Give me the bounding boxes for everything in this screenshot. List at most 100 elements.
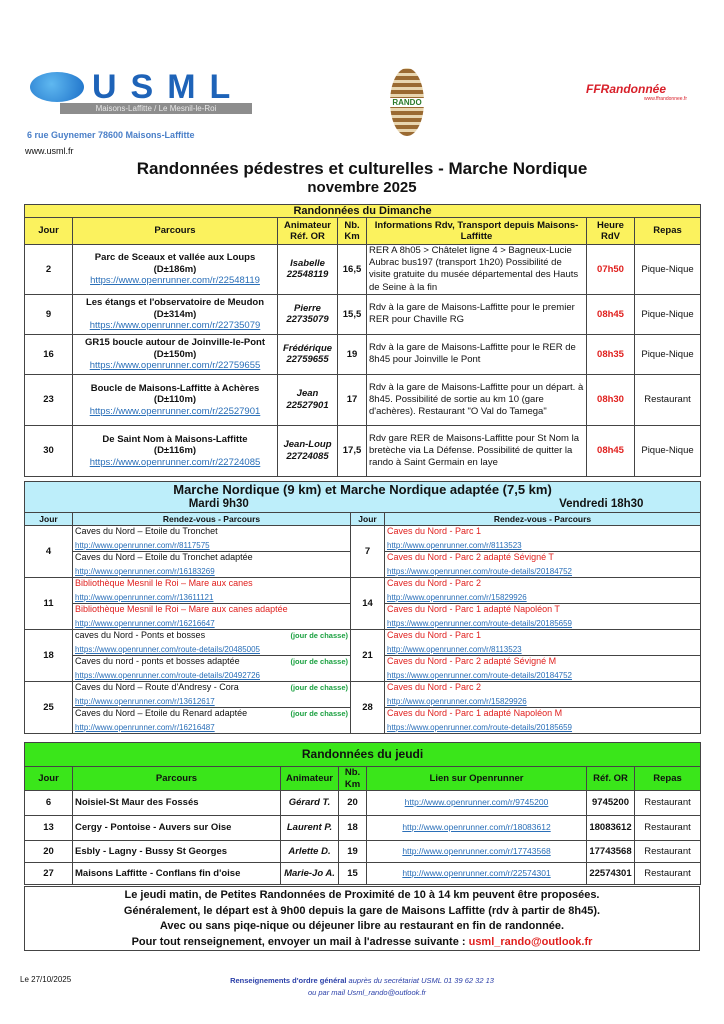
route-name: Esbly - Lagny - Bussy St Georges <box>72 840 281 863</box>
route-name: Caves du Nord - Parc 1 adapté Napoléon M <box>387 708 563 719</box>
column-header: Parcours <box>72 217 278 245</box>
route-title: caves du Nord - Ponts et bosses <box>75 630 206 641</box>
day: 2 <box>24 244 73 295</box>
tuesday-day: 25 <box>24 681 73 734</box>
hunting-day-note: (jour de chasse) <box>290 683 348 692</box>
route-name: Parc de Sceaux et vallée aux Loups <box>94 252 256 264</box>
route-link[interactable]: http://www.openrunner.com/r/8113523 <box>387 644 522 654</box>
route-link[interactable]: https://www.openrunner.com/route-details… <box>75 670 261 680</box>
route-link[interactable]: http://www.openrunner.com/r/13612617 <box>75 696 215 706</box>
title-row: Randonnées du Dimanche <box>23 204 702 218</box>
meal: Pique-Nique <box>633 293 702 335</box>
openrunner-ref: 22548119 <box>286 269 329 281</box>
route-link[interactable]: http://www.openrunner.com/r/15829926 <box>387 696 527 706</box>
openrunner-ref: 9745200 <box>586 790 635 816</box>
route-link[interactable]: http://www.openrunner.com/r/8117575 <box>75 540 210 550</box>
route-link[interactable]: http://www.openrunner.com/r/16216487 <box>75 722 215 732</box>
rando-logo: RANDO <box>388 68 426 136</box>
route-link[interactable]: https://www.openrunner.com/route-details… <box>387 722 573 732</box>
meal: Restaurant <box>633 815 702 841</box>
thursday-table: Randonnées du jeudi Jour Parcours Animateur… <box>23 742 702 885</box>
tuesday-route: Caves du nord - ponts et bosses adaptée (… <box>72 655 351 682</box>
leader: Jean-Loup 22724085 <box>277 424 338 477</box>
route-link[interactable]: http://www.openrunner.com/r/13611121 <box>75 592 214 602</box>
meeting-time: 08h45 <box>586 293 635 335</box>
route-link[interactable]: http://www.openrunner.com/r/16183269 <box>75 566 215 576</box>
route-link[interactable]: http://www.openrunner.com/r/16216647 <box>75 618 215 628</box>
meal: Restaurant <box>633 790 702 816</box>
route-link[interactable]: https://www.openrunner.com/r/22724085 <box>89 456 261 468</box>
tuesday-day: 18 <box>24 629 73 682</box>
column-header: Jour <box>24 766 73 791</box>
friday-day: 28 <box>350 681 385 734</box>
table-row: 25 Caves du Nord – Route d'Andresy - Cora… <box>24 681 702 734</box>
route-link[interactable]: https://www.openrunner.com/route-details… <box>387 566 573 576</box>
route-link[interactable]: http://www.openrunner.com/r/18083612 <box>402 822 551 833</box>
route-title: Caves du Nord – Etoile du Tronchet <box>75 526 218 537</box>
route-link[interactable]: https://www.openrunner.com/route-details… <box>387 618 573 628</box>
contact-email[interactable]: usml_rando@outlook.fr <box>468 935 593 948</box>
route: Les étangs et l'observatoire de Meudon (D… <box>72 293 278 335</box>
day: 27 <box>24 862 73 885</box>
hunting-day-note: (jour de chasse) <box>290 709 348 718</box>
meeting-info: Rdv à la gare de Maisons-Laffitte pour u… <box>366 373 587 426</box>
route-link[interactable]: https://www.openrunner.com/r/22527901 <box>89 405 261 417</box>
meeting-info: Rdv à la gare de Maisons-Laffitte pour l… <box>366 293 587 335</box>
openrunner-ref: 22735079 <box>286 314 329 326</box>
route: Parc de Sceaux et vallée aux Loups (D±186… <box>72 244 278 295</box>
route-name: Caves du Nord – Etoile du Renard adaptée… <box>75 709 350 720</box>
friday-route: Caves du Nord - Parc 2 adapté Sévigné T h… <box>383 551 702 578</box>
friday-route: Caves du Nord - Parc 2 http://www.openrun… <box>383 681 702 708</box>
column-header: Animateur <box>280 766 339 791</box>
meal: Restaurant <box>633 373 702 426</box>
friday-day: 21 <box>350 629 385 682</box>
column-header: Heure RdV <box>586 217 635 245</box>
distance: 17 <box>337 373 367 426</box>
day: 23 <box>24 373 73 426</box>
route-name: Caves du Nord - Parc 1 adapté Napoléon T <box>387 604 560 615</box>
route-link[interactable]: http://www.openrunner.com/r/9745200 <box>404 797 549 808</box>
elevation: (D±186m) <box>153 263 197 275</box>
route: De Saint Nom à Maisons-Laffitte (D±116m) h… <box>72 424 278 477</box>
meeting-time: 08h45 <box>586 424 635 477</box>
leader-name: Isabelle <box>290 257 325 269</box>
table-row: 16 GR15 boucle autour de Joinville-le-Pon… <box>24 333 702 375</box>
route-link[interactable]: https://www.openrunner.com/r/22548119 <box>90 275 260 287</box>
tuesday-route: caves du Nord - Ponts et bosses (jour de … <box>72 629 351 656</box>
leader: Gérard T. <box>280 790 339 816</box>
column-header: Jour <box>24 512 73 526</box>
route-link[interactable]: http://www.openrunner.com/r/22574301 <box>402 867 551 878</box>
friday-route: Caves du Nord - Parc 1 adapté Napoléon T… <box>383 603 702 630</box>
route-link[interactable]: https://www.openrunner.com/r/22735079 <box>89 320 261 332</box>
hunting-day-note: (jour de chasse) <box>290 657 348 666</box>
route-name: Noisiel-St Maur des Fossés <box>72 790 281 816</box>
friday-route: Caves du Nord - Parc 1 http://www.openrun… <box>383 629 702 656</box>
day: 16 <box>24 333 73 375</box>
route-link[interactable]: http://www.openrunner.com/r/8113523 <box>387 540 522 550</box>
column-header: Repas <box>633 766 702 791</box>
info-box: Le jeudi matin, de Petites Randonnées de… <box>24 886 700 951</box>
route-name: Maisons Laffitte - Conflans fin d'oise <box>72 862 281 885</box>
route-link[interactable]: http://www.openrunner.com/r/17743568 <box>402 845 551 856</box>
route-link[interactable]: https://www.openrunner.com/route-details… <box>387 670 573 680</box>
column-header: Nb. Km <box>338 766 367 791</box>
elevation: (D±150m) <box>153 348 197 360</box>
tuesday-day: 4 <box>24 525 73 578</box>
route-name: De Saint Nom à Maisons-Laffitte <box>102 433 248 445</box>
title-row: Randonnées du jeudi <box>23 742 702 767</box>
meal: Pique-Nique <box>633 333 702 375</box>
openrunner-ref: 22574301 <box>586 862 635 885</box>
leader: Pierre 22735079 <box>277 293 338 335</box>
column-header: Jour <box>350 512 385 526</box>
elevation: (D±314m) <box>153 308 197 320</box>
openrunner-ref: 17743568 <box>586 840 635 863</box>
openrunner-ref: 18083612 <box>586 815 635 841</box>
route-link[interactable]: https://www.openrunner.com/route-details… <box>75 644 261 654</box>
distance: 16,5 <box>337 244 367 295</box>
route-link[interactable]: https://www.openrunner.com/r/22759655 <box>89 360 261 372</box>
route-link[interactable]: http://www.openrunner.com/r/15829926 <box>387 592 527 602</box>
route-name: GR15 boucle autour de Joinville-le-Pont <box>85 337 265 349</box>
day: 9 <box>24 293 73 335</box>
route-name: Bibliothèque Mesnil le Roi – Mare aux ca… <box>75 605 350 616</box>
nordic-days: Mardi 9h30 Vendredi 18h30 <box>26 497 700 511</box>
